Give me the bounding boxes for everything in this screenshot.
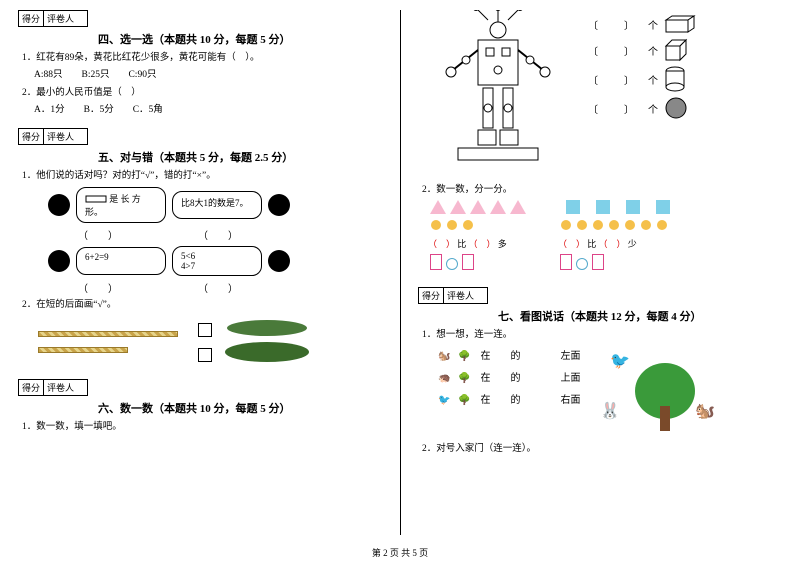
s4-q1-opts: A:88只 B:25只 C:90只	[34, 68, 382, 82]
grader-label: 评卷人	[44, 380, 77, 395]
bubble-1: 是 长 方 形。	[76, 187, 166, 223]
s5-q2: 2．在短的后面画“√”。	[22, 298, 382, 312]
s7-q1: 1．想一想，连一连。	[422, 328, 782, 342]
face-icon	[48, 250, 70, 272]
unit: 个	[648, 72, 658, 87]
score-box-6: 得分 评卷人	[18, 379, 88, 396]
animal-icon: 🐿️	[438, 346, 458, 366]
section-7-title: 七、看图说话（本题共 12 分，每题 4 分）	[498, 308, 782, 324]
blank[interactable]: 〔 〕	[588, 72, 642, 87]
count-group-1: （ ） 比 （ ） 多	[428, 200, 528, 273]
bubble-4b: 4>7	[181, 261, 195, 271]
svg-text:🐿️: 🐿️	[695, 403, 715, 420]
svg-text:🐰: 🐰	[600, 401, 620, 420]
bubble-4a: 5<6	[181, 251, 195, 261]
robot-figure	[418, 10, 578, 180]
scene-illustration: 🐦 🐰 🐿️	[595, 346, 715, 439]
score-box-7: 得分 评卷人	[418, 287, 488, 304]
animal-icon: 🐦	[438, 390, 458, 410]
grader-label: 评卷人	[44, 129, 77, 144]
cuboid-icon	[664, 14, 698, 34]
score-label: 得分	[19, 11, 44, 26]
score-label: 得分	[19, 380, 44, 395]
right-column: 〔 〕个 〔 〕个 〔 〕个 〔 〕个 2．数一数，分一分。 （ ） 比 （ ）…	[400, 0, 800, 565]
section-6-title: 六、数一数（本题共 10 分，每题 5 分）	[98, 400, 382, 416]
cmp-text-2: （ ） 比 （ ） 少	[558, 237, 678, 250]
unit: 个	[648, 101, 658, 116]
bubble-1-text2: 形。	[85, 207, 103, 217]
face-icon	[268, 194, 290, 216]
s6-q2: 2．数一数，分一分。	[422, 183, 782, 197]
answer-paren[interactable]: （ ）	[198, 280, 238, 295]
row1: 在 的 左面	[481, 351, 581, 362]
checkbox-2[interactable]	[198, 348, 212, 362]
cmp-text-1: （ ） 比 （ ） 多	[428, 237, 528, 250]
bubble-3: 6+2=9	[76, 247, 166, 275]
s4-q1: 1．红花有89朵，黄花比红花少很多，黄花可能有（ ）。	[22, 51, 382, 65]
face-icon	[268, 250, 290, 272]
checkbox-1[interactable]	[198, 323, 212, 337]
tree-icon: 🌳	[458, 368, 478, 388]
score-box-4: 得分 评卷人	[18, 10, 88, 27]
sphere-icon	[664, 96, 688, 120]
bubble-1-text: 是 长 方	[109, 194, 141, 204]
tree-icon: 🌳	[458, 390, 478, 410]
unit: 个	[648, 17, 658, 32]
count-group-2: （ ） 比 （ ） 少	[558, 200, 678, 273]
bar-short	[38, 347, 128, 353]
cube-icon	[664, 38, 690, 62]
grader-label: 评卷人	[444, 288, 477, 303]
section-5-title: 五、对与错（本题共 5 分，每题 2.5 分）	[98, 149, 382, 165]
svg-text:🐦: 🐦	[610, 353, 630, 370]
bubble-4: 5<6 4>7	[172, 246, 262, 276]
answer-paren[interactable]: （ ）	[198, 227, 238, 242]
cylinder-icon	[664, 66, 686, 92]
blank[interactable]: 〔 〕	[588, 43, 642, 58]
answer-paren[interactable]: （ ）	[78, 280, 118, 295]
score-label: 得分	[419, 288, 444, 303]
blank[interactable]: 〔 〕	[588, 101, 642, 116]
row2: 在 的 上面	[481, 373, 581, 384]
s7-q2: 2．对号入家门（连一连）。	[422, 442, 782, 456]
animals-illustration	[222, 316, 312, 369]
s4-q2-opts: A．1分 B．5分 C．5角	[34, 103, 382, 117]
bar-long	[38, 331, 178, 337]
animal-icon: 🦔	[438, 368, 458, 388]
row3: 在 的 右面	[481, 395, 581, 406]
score-label: 得分	[19, 129, 44, 144]
page-footer: 第 2 页 共 5 页	[0, 546, 800, 559]
answer-paren[interactable]: （ ）	[78, 227, 118, 242]
blank[interactable]: 〔 〕	[588, 17, 642, 32]
section-4-title: 四、选一选（本题共 10 分，每题 5 分）	[98, 31, 382, 47]
tree-icon: 🌳	[458, 346, 478, 366]
score-box-5: 得分 评卷人	[18, 128, 88, 145]
s4-q2: 2．最小的人民币值是（ ）	[22, 86, 382, 100]
bubble-2: 比8大1的数是7。	[172, 191, 262, 219]
s5-q1: 1．他们说的话对吗？对的打“√”，错的打“×”。	[22, 169, 382, 183]
unit: 个	[648, 43, 658, 58]
face-icon	[48, 194, 70, 216]
s6-q1: 1．数一数，填一填吧。	[22, 420, 382, 434]
grader-label: 评卷人	[44, 11, 77, 26]
left-column: 得分 评卷人 四、选一选（本题共 10 分，每题 5 分） 1．红花有89朵，黄…	[0, 0, 400, 565]
